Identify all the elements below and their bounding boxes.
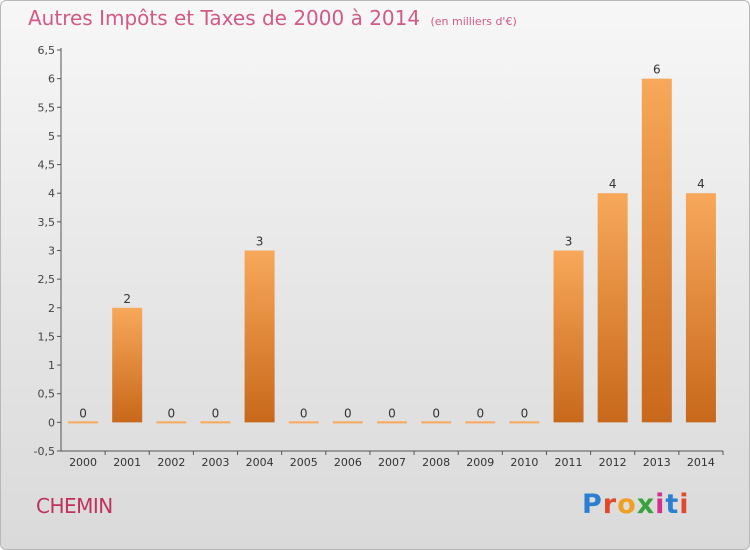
x-tick-label: 2007 [378,456,406,469]
x-tick-label: 2003 [201,456,229,469]
x-tick-label: 2013 [643,456,671,469]
x-tick-label: 2014 [687,456,715,469]
y-tick-label: 3 [48,245,55,258]
bar [68,421,99,424]
bar [553,250,584,423]
proxiti-logo: Proxiti [582,489,690,520]
y-tick-label: 0 [48,416,55,429]
data-label: 0 [432,406,440,420]
y-tick-label: 2 [48,302,55,315]
chart-title: Autres Impôts et Taxes de 2000 à 2014 (e… [28,6,517,30]
data-label: 0 [476,406,484,420]
bar [332,421,363,424]
bar [244,250,275,423]
y-tick-label: 5 [48,130,55,143]
y-tick-label: 2,5 [38,273,56,286]
data-label: 0 [300,406,308,420]
bar [641,78,672,423]
x-tick-label: 2012 [599,456,627,469]
y-tick-label: 1,5 [38,330,56,343]
y-tick-label: -0,5 [34,445,55,458]
bar [200,421,231,424]
bar [509,421,540,424]
x-tick-label: 2010 [510,456,538,469]
y-tick-label: 4 [48,187,55,200]
x-tick-label: 2005 [290,456,318,469]
data-label: 0 [79,406,87,420]
data-label: 3 [565,235,573,249]
commune-name: CHEMIN [36,494,113,518]
bar [156,421,187,424]
y-tick-label: 0,5 [38,388,56,401]
bar [465,421,496,424]
title-unit: (en milliers d'€) [430,15,517,28]
y-tick-label: 4,5 [38,159,56,172]
y-tick-label: 1 [48,359,55,372]
data-label: 4 [609,177,617,191]
data-label: 3 [256,235,264,249]
data-label: 0 [521,406,529,420]
x-tick-label: 2006 [334,456,362,469]
x-tick-label: 2001 [113,456,141,469]
x-tick-label: 2002 [157,456,185,469]
title-text: Autres Impôts et Taxes de 2000 à 2014 [28,6,421,30]
data-label: 0 [168,406,176,420]
bar [377,421,407,424]
bar [288,421,319,424]
y-tick-label: 6 [48,73,55,86]
data-label: 0 [212,406,220,420]
bar [685,193,716,423]
data-label: 4 [697,177,705,191]
data-label: 6 [653,63,661,77]
data-label: 0 [388,406,396,420]
y-tick-label: 3,5 [38,216,56,229]
data-label: 2 [123,292,131,306]
bar [597,193,628,423]
bar [421,421,452,424]
y-tick-label: 5,5 [38,101,56,114]
y-tick-label: 6,5 [38,44,56,57]
x-tick-label: 2009 [466,456,494,469]
x-tick-label: 2000 [69,456,97,469]
x-tick-label: 2008 [422,456,450,469]
data-label: 0 [344,406,352,420]
x-tick-label: 2004 [246,456,274,469]
bar [112,307,143,423]
x-tick-label: 2011 [555,456,583,469]
